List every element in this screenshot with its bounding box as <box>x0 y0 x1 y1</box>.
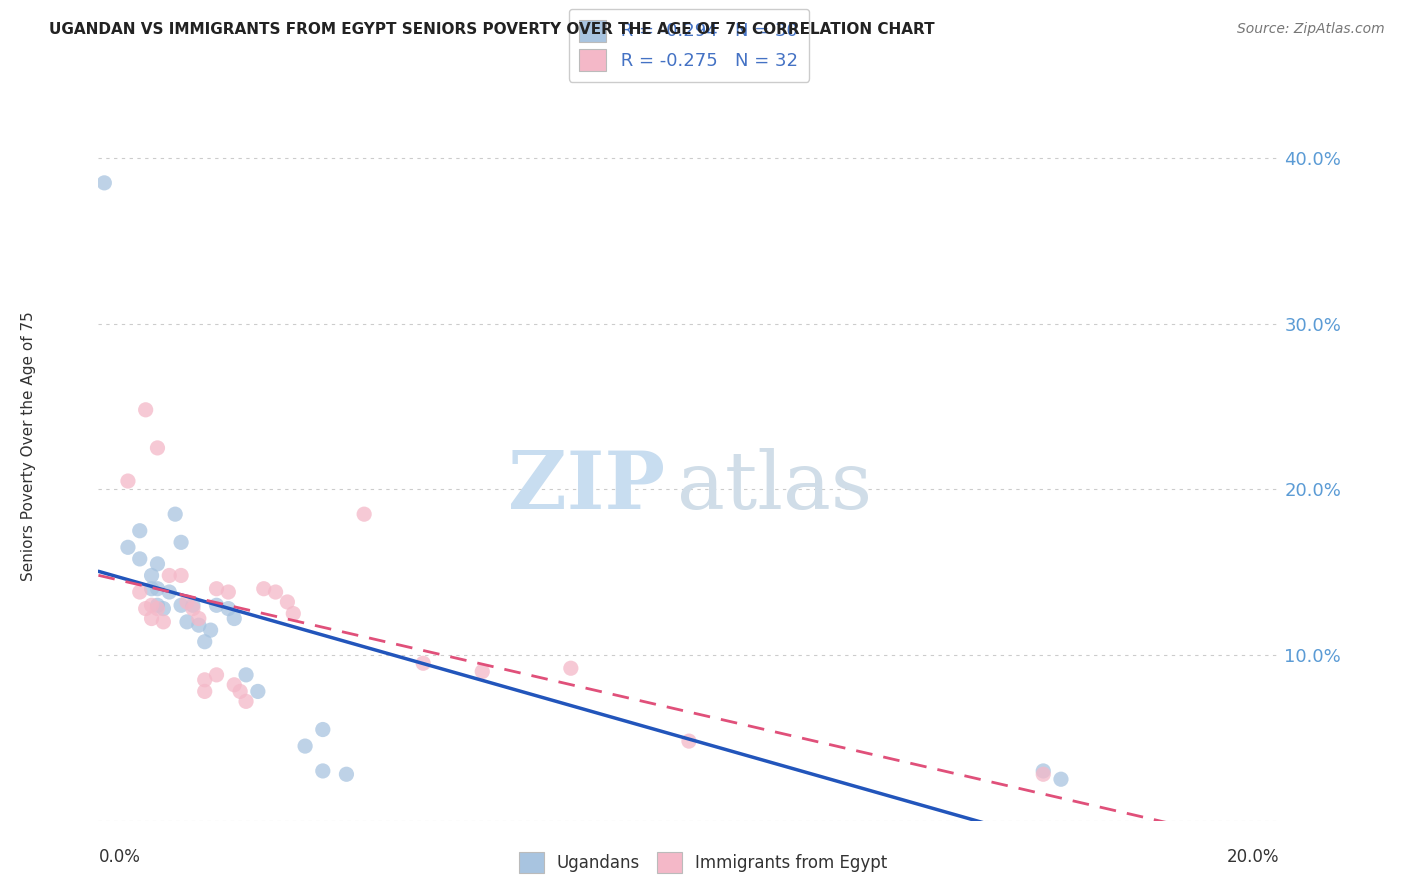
Point <box>235 694 257 708</box>
Point <box>176 615 198 629</box>
Point <box>117 474 139 488</box>
Point <box>1050 772 1073 787</box>
Point <box>117 541 139 555</box>
Point <box>294 739 316 753</box>
Point <box>194 634 217 648</box>
Text: Source: ZipAtlas.com: Source: ZipAtlas.com <box>1237 22 1385 37</box>
Legend: Ugandans, Immigrants from Egypt: Ugandans, Immigrants from Egypt <box>512 846 894 880</box>
Point <box>181 601 204 615</box>
Point <box>141 599 163 613</box>
Point <box>170 599 193 613</box>
Point <box>146 582 169 596</box>
Point <box>141 582 163 596</box>
Point <box>229 684 252 698</box>
Point <box>146 599 169 613</box>
Point <box>205 582 228 596</box>
Point <box>217 601 239 615</box>
Point <box>1032 767 1054 781</box>
Text: Seniors Poverty Over the Age of 75: Seniors Poverty Over the Age of 75 <box>21 311 35 581</box>
Text: 0.0%: 0.0% <box>98 848 141 866</box>
Point <box>152 601 174 615</box>
Point <box>312 723 335 737</box>
Point <box>128 585 150 599</box>
Point <box>141 568 163 582</box>
Point <box>93 176 115 190</box>
Point <box>170 568 193 582</box>
Point <box>471 665 494 679</box>
Point <box>246 684 269 698</box>
Point <box>128 552 150 566</box>
Point <box>560 661 582 675</box>
Point <box>276 595 298 609</box>
Point <box>157 568 180 582</box>
Point <box>187 618 209 632</box>
Point <box>146 557 169 571</box>
Point <box>678 734 700 748</box>
Point <box>152 615 174 629</box>
Point <box>200 623 222 637</box>
Point <box>135 402 157 417</box>
Point <box>146 601 169 615</box>
Point <box>141 611 163 625</box>
Point <box>170 535 193 549</box>
Text: UGANDAN VS IMMIGRANTS FROM EGYPT SENIORS POVERTY OVER THE AGE OF 75 CORRELATION : UGANDAN VS IMMIGRANTS FROM EGYPT SENIORS… <box>49 22 935 37</box>
Point <box>146 441 169 455</box>
Point <box>128 524 150 538</box>
Text: 20.0%: 20.0% <box>1227 848 1279 866</box>
Text: ZIP: ZIP <box>509 448 665 525</box>
Point <box>205 599 228 613</box>
Point <box>135 601 157 615</box>
Point <box>253 582 276 596</box>
Point <box>353 507 375 521</box>
Point <box>1032 764 1054 778</box>
Point <box>264 585 287 599</box>
Point <box>224 611 246 625</box>
Point <box>224 678 246 692</box>
Point <box>194 673 217 687</box>
Point <box>412 657 434 671</box>
Point <box>176 595 198 609</box>
Point <box>187 611 209 625</box>
Legend:  R = -0.294   N = 30,  R = -0.275   N = 32: R = -0.294 N = 30, R = -0.275 N = 32 <box>568 9 810 81</box>
Point <box>165 507 187 521</box>
Point <box>335 767 357 781</box>
Point <box>194 684 217 698</box>
Point <box>235 668 257 682</box>
Point <box>205 668 228 682</box>
Point <box>157 585 180 599</box>
Point <box>181 599 204 613</box>
Text: atlas: atlas <box>678 448 872 525</box>
Point <box>217 585 239 599</box>
Point <box>283 607 305 621</box>
Point <box>312 764 335 778</box>
